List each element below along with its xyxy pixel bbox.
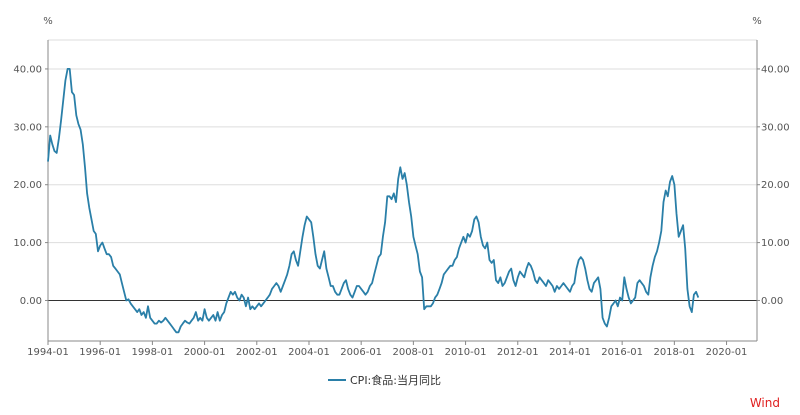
x-tick-label: 1998-01 xyxy=(131,347,173,358)
y-tick-label-left: 10.00 xyxy=(13,238,42,249)
x-tick-label: 2014-01 xyxy=(549,347,591,358)
y-tick-label-left: 0.00 xyxy=(20,296,42,307)
x-tick-label: 2002-01 xyxy=(236,347,278,358)
x-tick-label: 2008-01 xyxy=(392,347,434,358)
gridlines xyxy=(48,39,757,301)
x-tick-label: 2016-01 xyxy=(601,347,643,358)
x-tick-label: 2000-01 xyxy=(184,347,226,358)
y-axis-left-ticks: 0.00 10.00 20.00 30.00 40.00 xyxy=(13,64,48,307)
legend-label: CPI:食品:当月同比 xyxy=(350,373,441,387)
axes xyxy=(47,40,758,342)
series-line xyxy=(47,68,700,334)
series-layer xyxy=(47,68,700,334)
x-tick-label: 1994-01 xyxy=(27,347,69,358)
y-tick-label-right: 30.00 xyxy=(761,122,790,133)
x-tick-label: 2020-01 xyxy=(706,347,748,358)
left-axis-unit: % xyxy=(43,16,53,27)
y-tick-label-right: 10.00 xyxy=(761,238,790,249)
right-axis-unit: % xyxy=(752,16,762,27)
y-tick-label-right: 0.00 xyxy=(761,296,783,307)
watermark-logo: Wind xyxy=(750,396,780,410)
y-tick-label-left: 40.00 xyxy=(13,64,42,75)
x-axis-ticks: 1994-01 1996-01 1998-01 2000-01 2002-01 2004-… xyxy=(27,341,747,358)
y-tick-label-right: 20.00 xyxy=(761,180,790,191)
x-tick-label: 2006-01 xyxy=(340,347,382,358)
y-axis-right-ticks: 0.00 10.00 20.00 30.00 40.00 xyxy=(757,64,790,307)
x-tick-label: 1996-01 xyxy=(79,347,121,358)
y-tick-label-left: 30.00 xyxy=(13,122,42,133)
legend: CPI:食品:当月同比 xyxy=(328,373,441,387)
x-tick-label: 2012-01 xyxy=(497,347,539,358)
y-tick-label-right: 40.00 xyxy=(761,64,790,75)
x-tick-label: 2018-01 xyxy=(653,347,695,358)
x-tick-label: 2004-01 xyxy=(288,347,330,358)
y-tick-label-left: 20.00 xyxy=(13,180,42,191)
x-tick-label: 2010-01 xyxy=(445,347,487,358)
